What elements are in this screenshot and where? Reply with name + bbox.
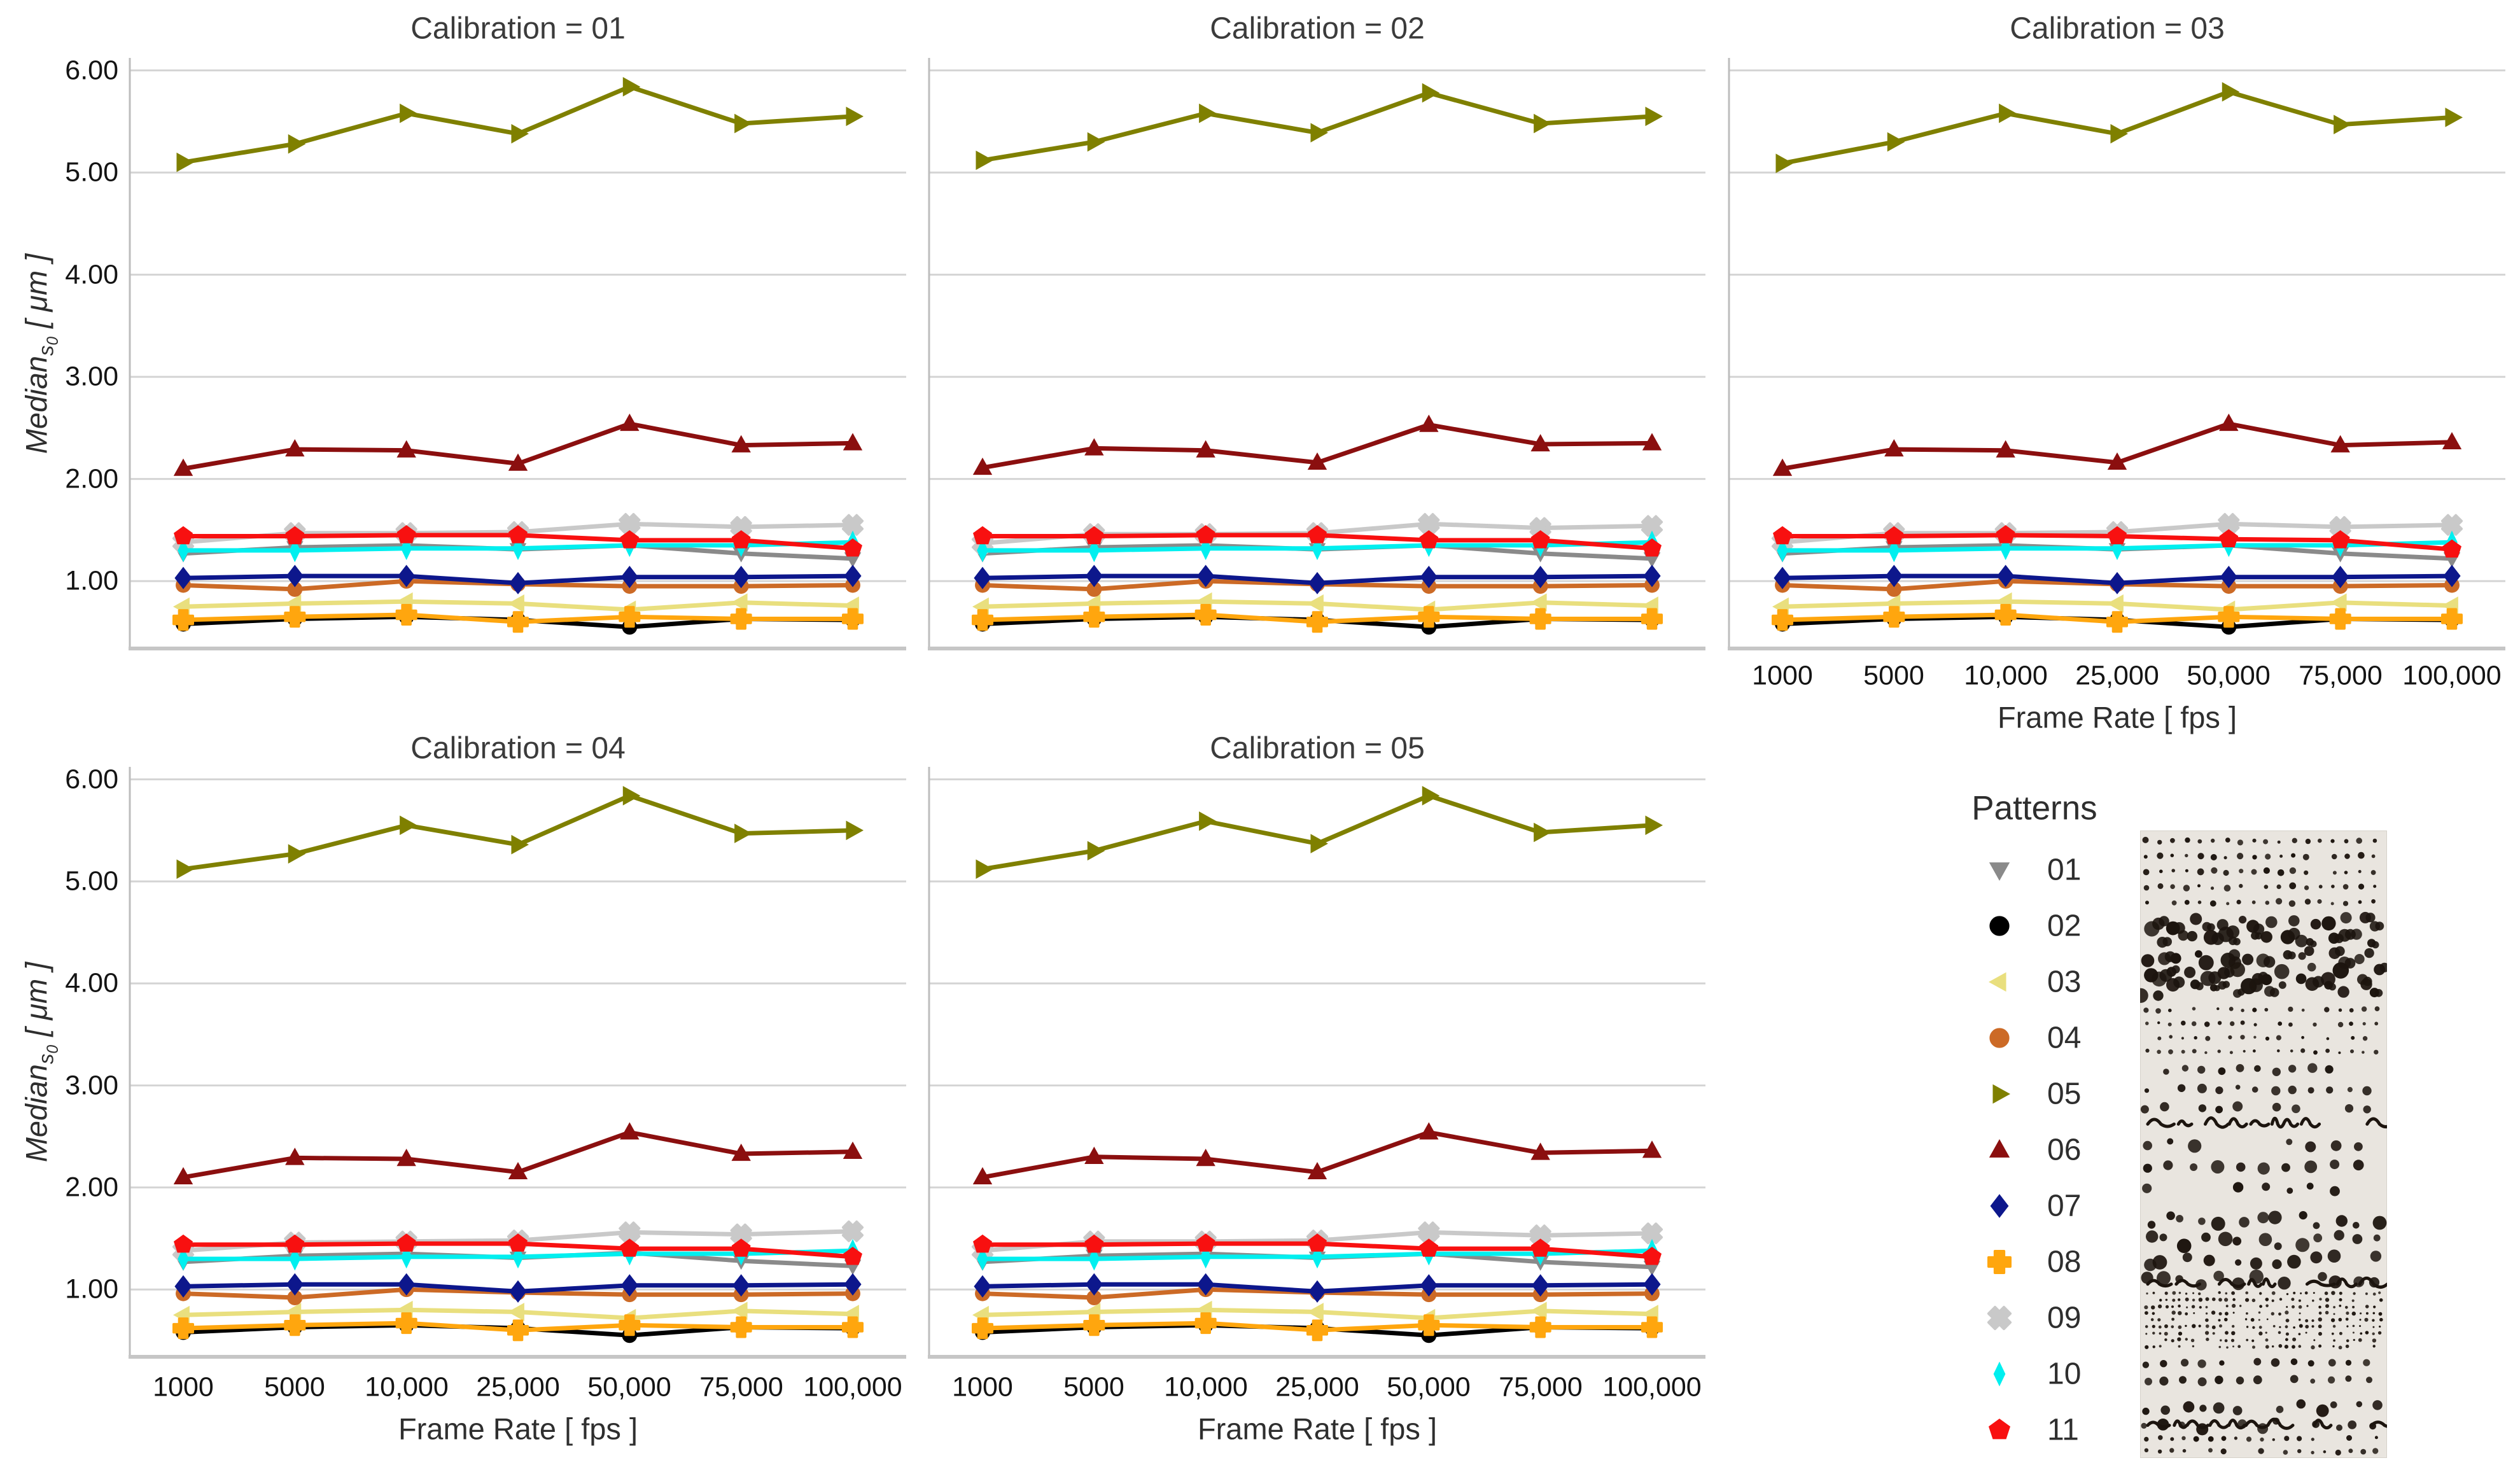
legend-marker-thin-diamond-icon: [1993, 1361, 2006, 1387]
y-tick-label: 4.00: [65, 259, 118, 290]
panel-calibration-03-plot: [1728, 58, 2505, 650]
x-tick-label: 25,000: [476, 1371, 560, 1403]
legend-marker-circle-icon: [1989, 916, 2010, 936]
y-tick-label: 1.00: [65, 565, 118, 596]
panel-title-calibration-02: Calibration = 02: [1210, 11, 1425, 46]
legend-title: Patterns: [1971, 789, 2097, 827]
y-tick-label: 4.00: [65, 967, 118, 999]
legend-entry-label: 11: [2047, 1413, 2079, 1447]
panel-calibration-04-plot: [129, 767, 906, 1359]
panel-calibration-05-plot: [928, 767, 1705, 1359]
legend-marker-x-icon: [1987, 1305, 2012, 1331]
legend-entry-label: 01: [2047, 853, 2082, 887]
legend-marker-triangle-left-icon: [1989, 972, 2006, 992]
x-tick-label: 75,000: [2299, 660, 2383, 691]
x-axis-title-panel-04: Frame Rate [ fps ]: [398, 1412, 638, 1446]
x-tick-label: 5000: [264, 1371, 325, 1403]
legend-entry-label: 08: [2047, 1245, 2082, 1279]
legend-entry-label: 03: [2047, 965, 2082, 999]
y-axis-title-top: Medians0 [ μm ]: [19, 253, 62, 454]
panel-calibration-02-plot: [928, 58, 1705, 650]
x-tick-label: 25,000: [1275, 1371, 1359, 1403]
panel-title-calibration-03: Calibration = 03: [2010, 11, 2225, 46]
x-tick-label: 1000: [952, 1371, 1013, 1403]
x-tick-label: 75,000: [1499, 1371, 1583, 1403]
x-tick-label: 50,000: [587, 1371, 671, 1403]
legend-entry-label: 05: [2047, 1077, 2082, 1111]
x-axis-title-panel-03: Frame Rate [ fps ]: [1997, 700, 2237, 734]
legend-marker-triangle-right-icon: [1992, 1084, 2010, 1104]
legend-entry-label: 07: [2047, 1189, 2082, 1223]
legend-entry-label: 10: [2047, 1357, 2082, 1391]
y-tick-label: 5.00: [65, 157, 118, 188]
x-tick-label: 10,000: [1964, 660, 2048, 691]
y-tick-label: 2.00: [65, 1172, 118, 1203]
y-axis-title-bottom: Medians0 [ μm ]: [19, 962, 62, 1163]
x-tick-label: 1000: [153, 1371, 214, 1403]
legend-marker-triangle-up-icon: [1989, 1139, 2010, 1158]
x-tick-label: 75,000: [699, 1371, 783, 1403]
legend-marker-plus-icon: [1987, 1250, 2012, 1274]
legend-marker-triangle-down-icon: [1989, 862, 2010, 881]
x-tick-label: 5000: [1863, 660, 1924, 691]
legend-entry-label: 02: [2047, 909, 2082, 943]
legend-entry-label: 06: [2047, 1133, 2082, 1167]
x-tick-label: 5000: [1063, 1371, 1124, 1403]
panel-title-calibration-04: Calibration = 04: [410, 731, 626, 766]
x-tick-label: 25,000: [2075, 660, 2159, 691]
legend-entry-label: 09: [2047, 1301, 2082, 1335]
x-tick-label: 100,000: [2402, 660, 2502, 691]
legend-marker-diamond-icon: [1990, 1194, 2009, 1218]
panel-title-calibration-01: Calibration = 01: [410, 11, 626, 46]
legend-entry-label: 04: [2047, 1021, 2082, 1055]
y-tick-label: 3.00: [65, 361, 118, 392]
y-tick-label: 5.00: [65, 866, 118, 897]
x-tick-label: 100,000: [803, 1371, 902, 1403]
patterns-strip-image: [2140, 831, 2387, 1458]
y-tick-label: 2.00: [65, 463, 118, 494]
y-tick-label: 1.00: [65, 1273, 118, 1305]
x-tick-label: 50,000: [1387, 1371, 1471, 1403]
y-tick-label: 6.00: [65, 55, 118, 86]
legend-marker-circle-icon: [1989, 1028, 2010, 1048]
panel-calibration-01-plot: [129, 58, 906, 650]
x-tick-label: 10,000: [365, 1371, 449, 1403]
panel-title-calibration-05: Calibration = 05: [1210, 731, 1425, 766]
x-tick-label: 1000: [1752, 660, 1813, 691]
x-tick-label: 100,000: [1602, 1371, 1702, 1403]
y-tick-label: 3.00: [65, 1070, 118, 1101]
x-tick-label: 10,000: [1164, 1371, 1248, 1403]
x-axis-title-panel-05: Frame Rate [ fps ]: [1197, 1412, 1438, 1446]
x-tick-label: 50,000: [2187, 660, 2271, 691]
y-tick-label: 6.00: [65, 764, 118, 795]
legend-marker-pentagon-icon: [1989, 1419, 2010, 1440]
